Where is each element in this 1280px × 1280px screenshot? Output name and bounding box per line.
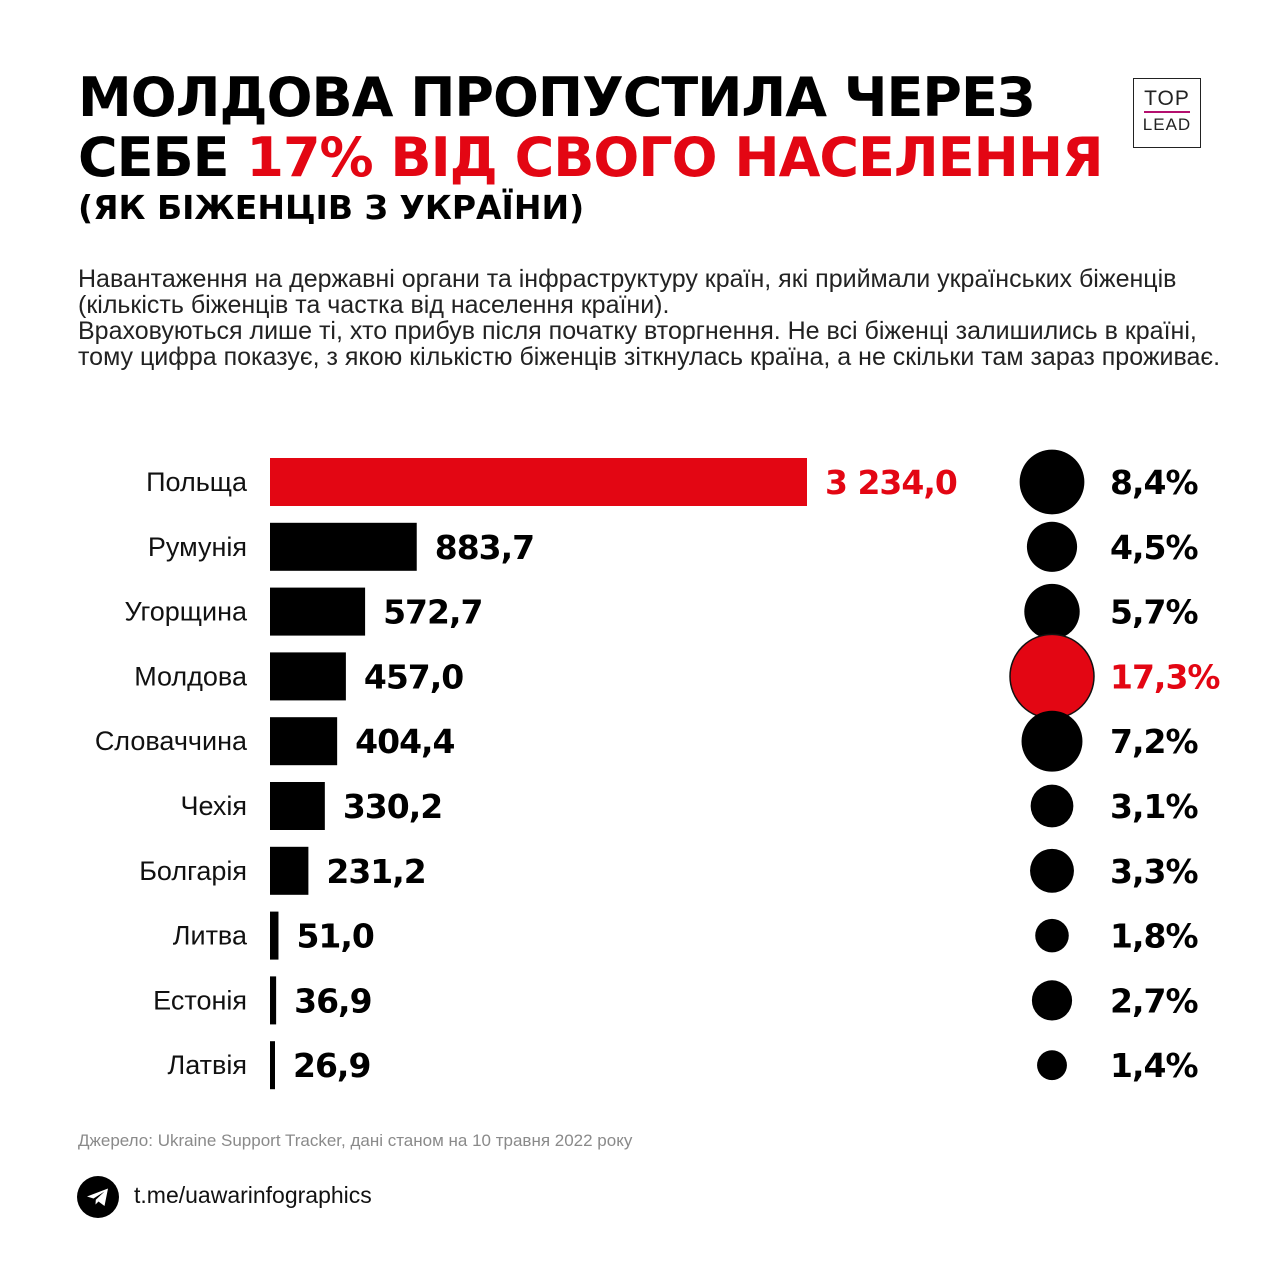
logo-lead-text: LEAD [1142, 115, 1192, 134]
telegram-link[interactable]: t.me/uawarinfographics [134, 1182, 372, 1208]
share-percent-label: 4,5% [1110, 528, 1198, 567]
category-label: Естонія [153, 985, 247, 1015]
share-circle [1030, 848, 1074, 893]
bar [270, 911, 279, 960]
category-label: Литва [173, 921, 248, 951]
bar [270, 782, 325, 830]
share-percent-label: 17,3% [1110, 657, 1220, 696]
page-title: МОЛДОВА ПРОПУСТИЛА ЧЕРЕЗ СЕБЕ 17% ВІД СВ… [78, 68, 1138, 228]
telegram-icon[interactable] [77, 1176, 119, 1218]
share-circle [1024, 583, 1080, 640]
category-label: Угорщина [125, 597, 248, 627]
bar [270, 458, 807, 506]
share-percent-label: 8,4% [1110, 463, 1198, 502]
bar [270, 652, 346, 701]
share-circle [1019, 449, 1085, 515]
share-circle [1030, 784, 1074, 828]
category-label: Молдова [134, 661, 248, 691]
share-percent-label: 1,4% [1110, 1046, 1198, 1085]
share-percent-label: 2,7% [1110, 981, 1198, 1020]
description: Навантаження на державні органи та інфра… [78, 266, 1228, 370]
bar-value-label: 26,9 [293, 1046, 370, 1085]
bar-value-label: 572,7 [383, 593, 482, 632]
bar-value-label: 3 234,0 [825, 463, 957, 502]
category-label: Болгарія [139, 856, 247, 886]
share-circle [1021, 710, 1083, 772]
bar [270, 1041, 275, 1090]
bar [270, 522, 417, 571]
bar-value-label: 330,2 [343, 787, 442, 826]
title-line-2: СЕБЕ 17% ВІД СВОГО НАСЕЛЕННЯ [78, 128, 1138, 188]
share-circle [1037, 1050, 1067, 1081]
title-line-1: МОЛДОВА ПРОПУСТИЛА ЧЕРЕЗ [78, 66, 1035, 129]
bar [270, 976, 277, 1025]
share-percent-label: 1,8% [1110, 917, 1198, 956]
bar-value-label: 404,4 [355, 722, 454, 761]
title-subtitle: (ЯК БІЖЕНЦІВ З УКРАЇНИ) [78, 188, 585, 227]
share-circle [1035, 918, 1069, 953]
bar-value-label: 231,2 [326, 852, 425, 891]
title-accent: 17% ВІД СВОГО НАСЕЛЕННЯ [246, 126, 1103, 189]
source-note: Джерело: Ukraine Support Tracker, дані с… [78, 1131, 633, 1150]
category-label: Словаччина [95, 726, 248, 756]
bar-value-label: 51,0 [296, 917, 373, 956]
bar [270, 717, 338, 766]
title-line-2-prefix: СЕБЕ [78, 126, 247, 189]
category-label: Чехія [180, 791, 247, 821]
category-label: Румунія [148, 532, 247, 562]
share-percent-label: 7,2% [1110, 722, 1198, 761]
description-paragraph-2: Враховуються лише ті, хто прибув після п… [78, 317, 1221, 371]
share-percent-label: 3,1% [1110, 787, 1198, 826]
category-label: Латвія [168, 1050, 247, 1080]
share-circle [1026, 521, 1078, 572]
bar-value-label: 883,7 [435, 528, 534, 567]
bar-value-label: 457,0 [364, 657, 463, 696]
top-lead-logo: TOP LEAD [1133, 78, 1201, 148]
share-percent-label: 5,7% [1110, 593, 1198, 632]
category-label: Польща [146, 467, 248, 497]
bar [270, 846, 309, 895]
description-paragraph-1: Навантаження на державні органи та інфра… [78, 265, 1177, 319]
bar [270, 587, 366, 636]
share-circle [1031, 980, 1073, 1021]
share-percent-label: 3,3% [1110, 852, 1198, 891]
logo-top-text: TOP [1144, 87, 1190, 110]
bar-value-label: 36,9 [294, 981, 371, 1020]
share-circle [1009, 633, 1095, 720]
logo-divider [1144, 111, 1190, 113]
